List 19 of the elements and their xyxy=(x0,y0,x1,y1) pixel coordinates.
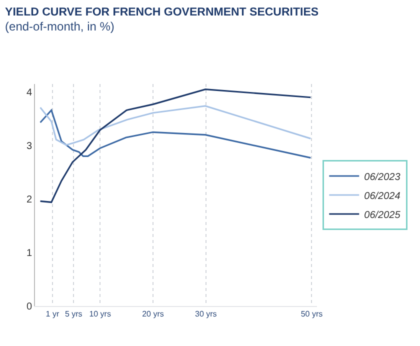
chart-subtitle: (end-of-month, in %) xyxy=(5,20,114,34)
legend-label: 06/2024 xyxy=(364,190,401,202)
y-tick-label: 1 xyxy=(26,248,32,260)
y-tick-label: 2 xyxy=(26,194,32,206)
legend-label: 06/2025 xyxy=(364,210,401,221)
x-tick-label: 30 yrs xyxy=(194,310,217,319)
line-series xyxy=(39,105,312,146)
x-tick-label: 10 yrs xyxy=(89,310,111,319)
y-tick-label: 3 xyxy=(26,141,32,152)
y-tick-label: 0 xyxy=(26,302,32,312)
x-tick-label: 20 yrs xyxy=(142,310,164,319)
y-tick-label: 4 xyxy=(26,88,32,99)
legend-label: 06/2023 xyxy=(364,172,401,183)
chart-title: YIELD CURVE FOR FRENCH GOVERNMENT SECURITIES xyxy=(5,6,319,19)
x-tick-label: 1 yr xyxy=(46,310,60,319)
x-tick-label: 50 yrs xyxy=(300,310,323,319)
line-series xyxy=(39,109,312,159)
x-tick-label: 5 yrs xyxy=(64,310,82,319)
line-series xyxy=(39,88,312,204)
